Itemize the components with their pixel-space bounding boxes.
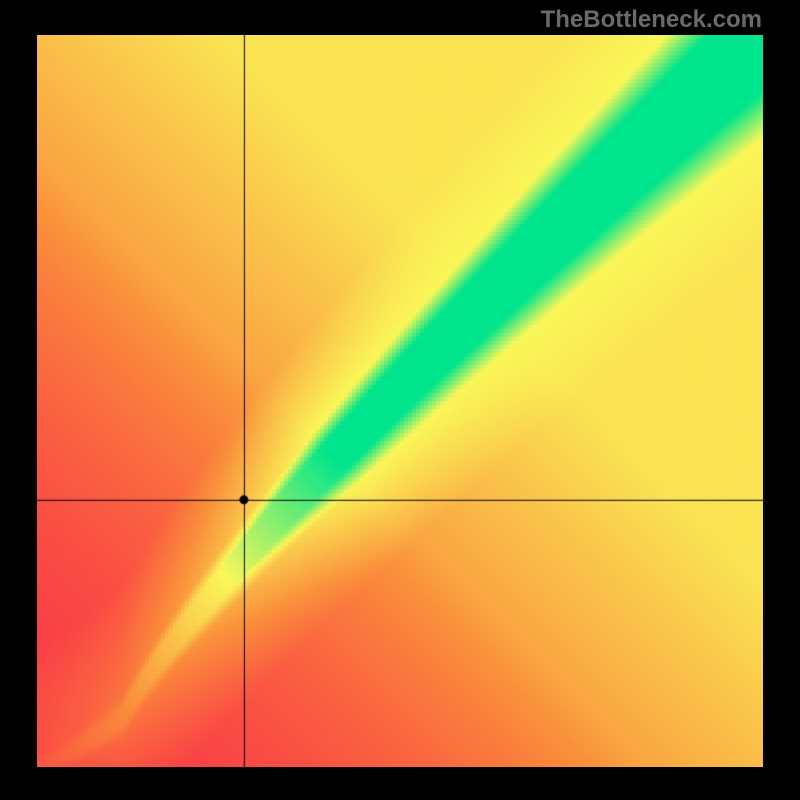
watermark-text: TheBottleneck.com xyxy=(541,6,762,34)
bottleneck-heatmap xyxy=(37,35,763,767)
chart-frame xyxy=(37,35,763,767)
